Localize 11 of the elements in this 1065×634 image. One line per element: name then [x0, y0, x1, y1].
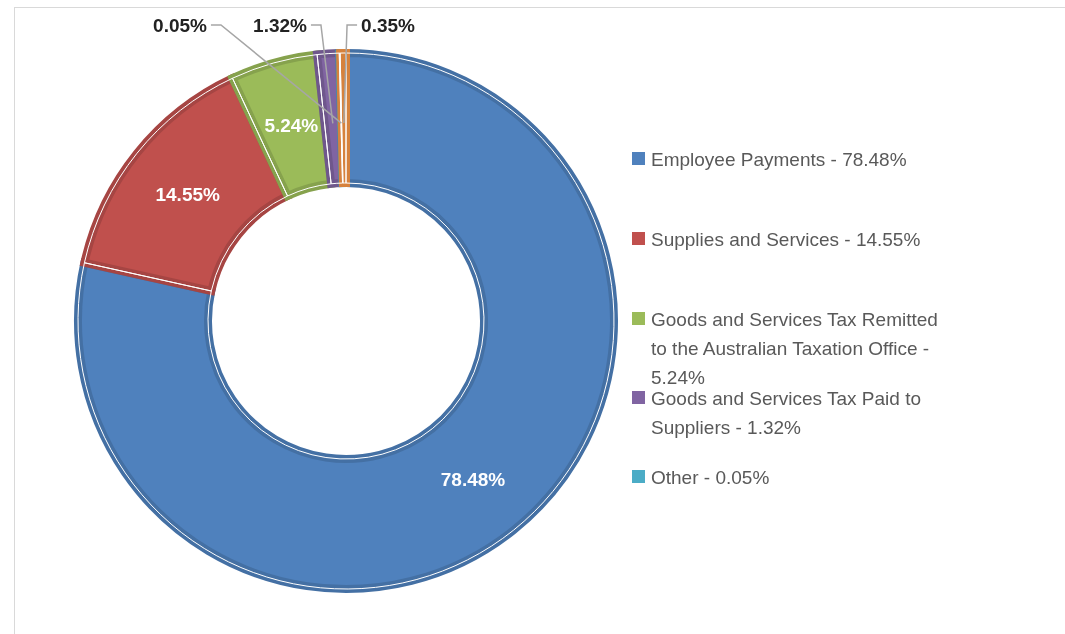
data-label: 0.35% — [361, 14, 416, 36]
data-label: 0.05% — [153, 14, 208, 36]
data-label: 1.32% — [253, 14, 308, 36]
legend-label: Goods and Services Tax Paid to Suppliers - 1.32% — [651, 387, 922, 438]
legend-label: Employee Payments - 78.48% — [651, 148, 907, 170]
data-label: 5.24% — [264, 115, 319, 137]
data-label: 14.55% — [155, 183, 220, 205]
legend-label: Other - 0.05% — [651, 466, 770, 488]
legend-label: Goods and Services Tax Remitted to the Australian Taxation Office - 5.24% — [651, 308, 938, 388]
data-label: 78.48% — [440, 469, 506, 491]
legend-label: Supplies and Services - 14.55% — [651, 228, 921, 250]
